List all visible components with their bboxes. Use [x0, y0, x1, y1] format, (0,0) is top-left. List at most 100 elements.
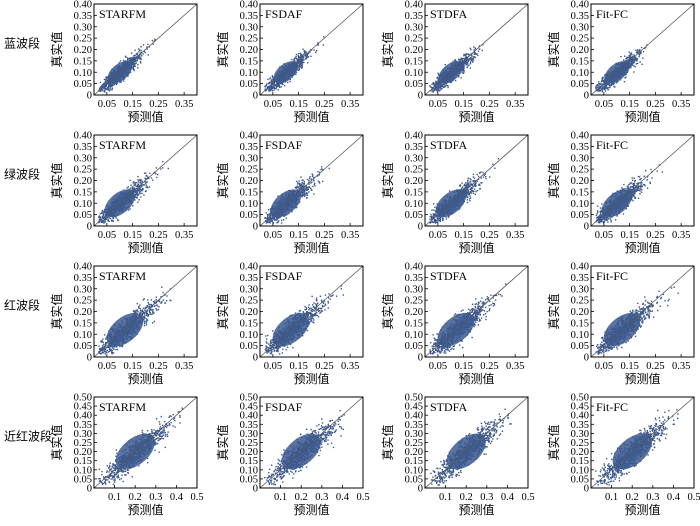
data-point — [609, 85, 612, 87]
data-point — [111, 89, 113, 91]
data-point — [140, 51, 142, 53]
data-point — [607, 82, 610, 84]
data-point — [465, 60, 467, 62]
data-point — [469, 47, 471, 49]
data-point — [440, 88, 442, 91]
data-point — [630, 63, 632, 66]
data-point — [160, 168, 162, 170]
data-point — [137, 190, 140, 192]
data-point — [465, 53, 467, 55]
data-point — [632, 57, 634, 60]
row-label: 绿波段 — [4, 167, 40, 182]
data-point — [145, 174, 148, 177]
data-point — [627, 56, 629, 59]
data-point — [632, 62, 634, 64]
data-point — [628, 51, 630, 53]
data-point — [315, 51, 317, 54]
data-point — [301, 62, 303, 64]
data-point — [300, 55, 303, 58]
data-point — [474, 53, 476, 55]
data-point — [152, 43, 154, 45]
data-point — [468, 64, 470, 66]
data-point — [134, 54, 136, 57]
y-tick-label: 0.25 — [571, 34, 589, 45]
data-point — [101, 212, 103, 214]
data-point — [98, 90, 101, 92]
x-tick-label: 0.05 — [595, 99, 613, 110]
data-point — [637, 49, 639, 51]
data-point — [466, 63, 468, 65]
data-point — [152, 179, 154, 181]
panel: 0.05 0.15 0.25 0.3500.050.100.150.200.250.3… — [49, 131, 198, 255]
data-point — [642, 57, 644, 59]
data-point — [138, 55, 141, 58]
data-point — [612, 83, 614, 86]
data-point — [267, 86, 269, 88]
data-point — [294, 57, 297, 59]
data-point — [472, 59, 475, 61]
data-point — [107, 86, 110, 88]
data-point — [130, 52, 133, 54]
data-point — [154, 38, 156, 40]
data-point — [633, 59, 635, 61]
y-tick-label: 0.25 — [240, 34, 258, 45]
data-point — [454, 59, 456, 61]
data-point — [459, 59, 461, 61]
data-point — [99, 81, 102, 84]
data-point — [137, 67, 139, 69]
data-point — [139, 58, 141, 60]
data-point — [104, 85, 106, 87]
data-point — [278, 220, 280, 222]
data-point — [470, 54, 473, 57]
data-point — [306, 54, 308, 56]
data-point — [101, 88, 103, 90]
data-point — [133, 184, 135, 186]
data-point — [139, 193, 141, 195]
data-point — [307, 62, 309, 64]
x-tick-label: 0.35 — [506, 99, 524, 110]
data-point — [297, 65, 300, 67]
data-point — [602, 77, 604, 79]
data-point — [598, 85, 600, 87]
data-point — [298, 67, 300, 69]
data-point — [303, 193, 305, 196]
y-tick-label: 0.05 — [571, 79, 589, 90]
data-point — [318, 174, 321, 176]
data-point — [300, 59, 303, 61]
data-point — [277, 84, 279, 86]
data-point — [133, 65, 135, 67]
data-point — [130, 58, 132, 61]
data-point — [130, 62, 133, 65]
data-point — [138, 188, 141, 191]
data-point — [106, 77, 108, 79]
data-point — [613, 85, 615, 88]
data-point — [101, 209, 104, 212]
data-point — [272, 81, 274, 83]
data-point — [474, 47, 476, 49]
data-point — [433, 90, 435, 92]
data-point — [311, 173, 313, 175]
y-tick-label: 0.35 — [405, 11, 423, 22]
data-point — [469, 61, 472, 63]
y-tick-label: 0.05 — [74, 210, 92, 221]
data-point — [138, 199, 140, 201]
data-point — [278, 84, 280, 86]
data-point — [320, 166, 323, 168]
data-point — [307, 52, 310, 55]
data-point — [101, 85, 103, 87]
data-point — [435, 88, 437, 90]
data-point — [604, 74, 606, 76]
data-point — [116, 82, 118, 85]
data-point — [640, 52, 642, 54]
data-point — [303, 187, 305, 189]
data-point — [106, 88, 108, 90]
data-point — [109, 85, 111, 87]
data-point — [274, 84, 276, 87]
data-point — [103, 222, 105, 224]
data-point — [463, 60, 466, 62]
data-point — [460, 61, 462, 63]
data-point — [104, 218, 107, 220]
data-point — [275, 88, 277, 90]
data-point — [269, 222, 271, 224]
data-point — [147, 176, 149, 179]
